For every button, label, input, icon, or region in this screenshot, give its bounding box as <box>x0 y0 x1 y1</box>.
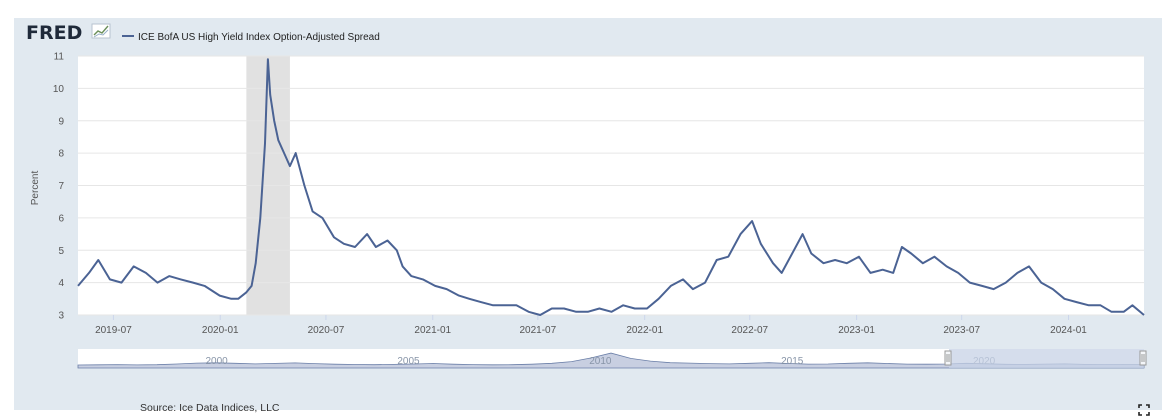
x-tick-label: 2020-01 <box>202 325 239 336</box>
x-tick-label: 2019-07 <box>95 325 132 336</box>
y-axis-ticks: 3 4 5 6 7 8 9 10 11 <box>53 52 65 322</box>
x-tick-label: 2021-01 <box>414 325 451 336</box>
fred-chart-icon <box>91 23 111 39</box>
y-tick-label: 5 <box>58 246 64 257</box>
navigator-year-label: 2010 <box>589 356 612 367</box>
navigator-year-label: 2000 <box>205 356 228 367</box>
fred-logo[interactable]: FRED <box>26 22 111 44</box>
x-tick-label: 2021-07 <box>519 325 556 336</box>
navigator-year-label: 2015 <box>781 356 804 367</box>
y-axis-title: Percent <box>30 171 41 206</box>
fred-logo-text: FRED <box>26 22 82 44</box>
y-tick-label: 6 <box>58 213 64 224</box>
navigator[interactable]: 20002005201020152020 <box>77 349 1147 369</box>
y-tick-label: 7 <box>58 181 64 192</box>
chart-svg: FRED ICE BofA US High Yield Index Option… <box>26 22 1147 369</box>
x-tick-label: 2020-07 <box>308 325 345 336</box>
fullscreen-icon[interactable] <box>1138 404 1150 416</box>
navigator-left-handle[interactable] <box>944 350 952 366</box>
navigator-year-label: 2005 <box>397 356 420 367</box>
y-tick-label: 3 <box>58 311 64 322</box>
y-tick-label: 10 <box>53 84 65 95</box>
x-tick-label: 2024-01 <box>1050 325 1087 336</box>
y-tick-label: 8 <box>58 149 64 160</box>
x-axis-ticks: 2019-07 2020-01 2020-07 2021-01 2021-07 2022-… <box>95 315 1087 336</box>
gridlines <box>78 55 1144 316</box>
chart-frame: FRED ICE BofA US High Yield Index Option… <box>14 18 1162 416</box>
navigator-right-handle[interactable] <box>1139 350 1147 366</box>
source-note: Source: Ice Data Indices, LLC <box>140 402 280 414</box>
y-tick-label: 9 <box>58 116 64 127</box>
series-line <box>77 58 1145 316</box>
y-tick-label: 11 <box>54 52 65 63</box>
x-tick-label: 2022-01 <box>626 325 663 336</box>
legend-series-label: ICE BofA US High Yield Index Option-Adju… <box>138 32 380 43</box>
x-tick-label: 2023-01 <box>838 325 875 336</box>
y-tick-label: 4 <box>58 278 64 289</box>
legend: ICE BofA US High Yield Index Option-Adju… <box>122 32 380 43</box>
x-tick-label: 2023-07 <box>943 325 980 336</box>
navigator-selection[interactable] <box>949 349 1144 368</box>
x-tick-label: 2022-07 <box>731 325 768 336</box>
